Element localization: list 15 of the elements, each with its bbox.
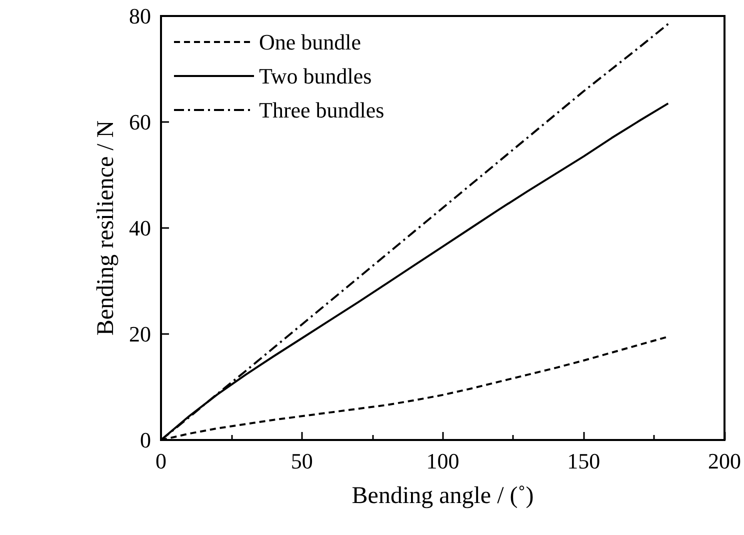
y-tick-label: 0 [140, 428, 151, 452]
x-tick-label: 150 [567, 448, 600, 474]
x-tick-label: 0 [156, 448, 166, 474]
legend-label: Three bundles [259, 98, 384, 122]
y-tick-label: 60 [129, 110, 151, 134]
x-tick-label: 100 [426, 448, 460, 474]
legend-label: One bundle [259, 30, 362, 54]
x-tick-label: 50 [290, 448, 313, 474]
x-tick-label: 200 [708, 448, 741, 474]
legend-label: Two bundles [259, 64, 372, 88]
x-axis-title: Bending angle / (˚) [352, 483, 534, 509]
y-axis-title: Bending resilience / N [93, 120, 120, 336]
y-tick-label: 20 [129, 322, 151, 346]
y-tick-label: 80 [129, 4, 151, 28]
y-tick-label: 40 [129, 216, 151, 240]
